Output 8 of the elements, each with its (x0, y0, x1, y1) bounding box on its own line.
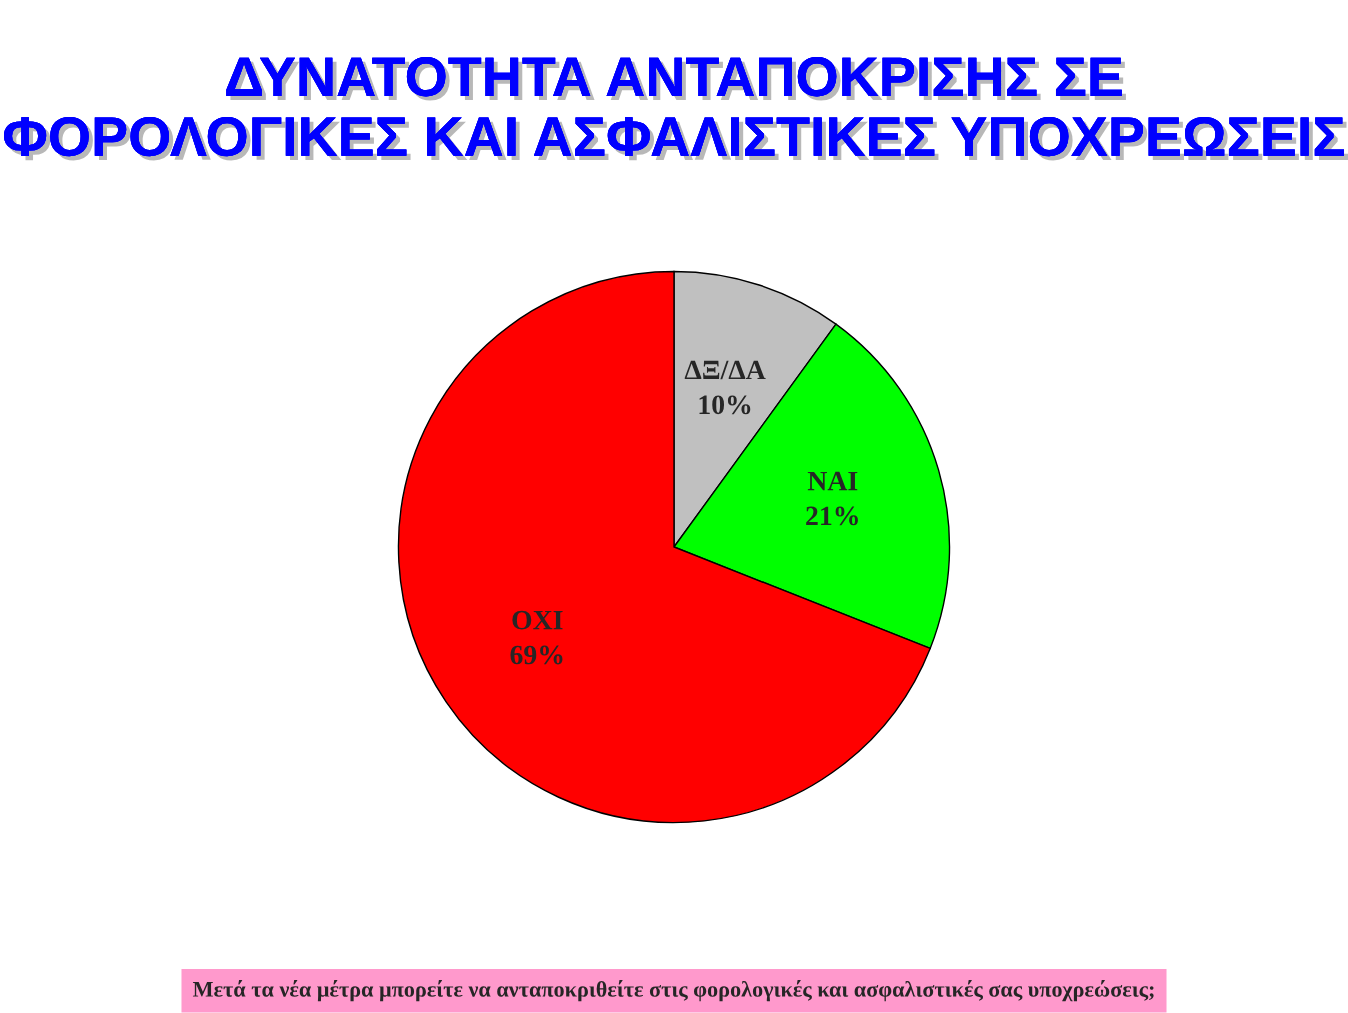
chart-title: ΔΥΝΑΤΟΤΗΤΑ ΑΝΤΑΠΟΚΡΙΣΗΣ ΣΕ ΦΟΡΟΛΟΓΙΚΕΣ ΚΑΙ ΑΣΦΑΛΙΣΤΙΚΕΣ ΥΠΟΧΡΕΩΣΕΙΣ (4, 57, 1348, 161)
slice-label: ΝΑΙ (807, 471, 858, 491)
slice-label: ΔΞ/ΔΑ (684, 360, 766, 380)
text: Μετά τα νέα μέτρα μπορείτε να ανταποκριθείτε στις φορολογικές και ασφαλιστικές σας υποχρεώσεις; (192, 980, 1154, 1002)
data-label: 10% (699, 395, 751, 415)
data-label: 21% (806, 506, 858, 526)
slice-label: ΟΧΙ (512, 610, 563, 630)
data-label: 69% (510, 645, 563, 665)
